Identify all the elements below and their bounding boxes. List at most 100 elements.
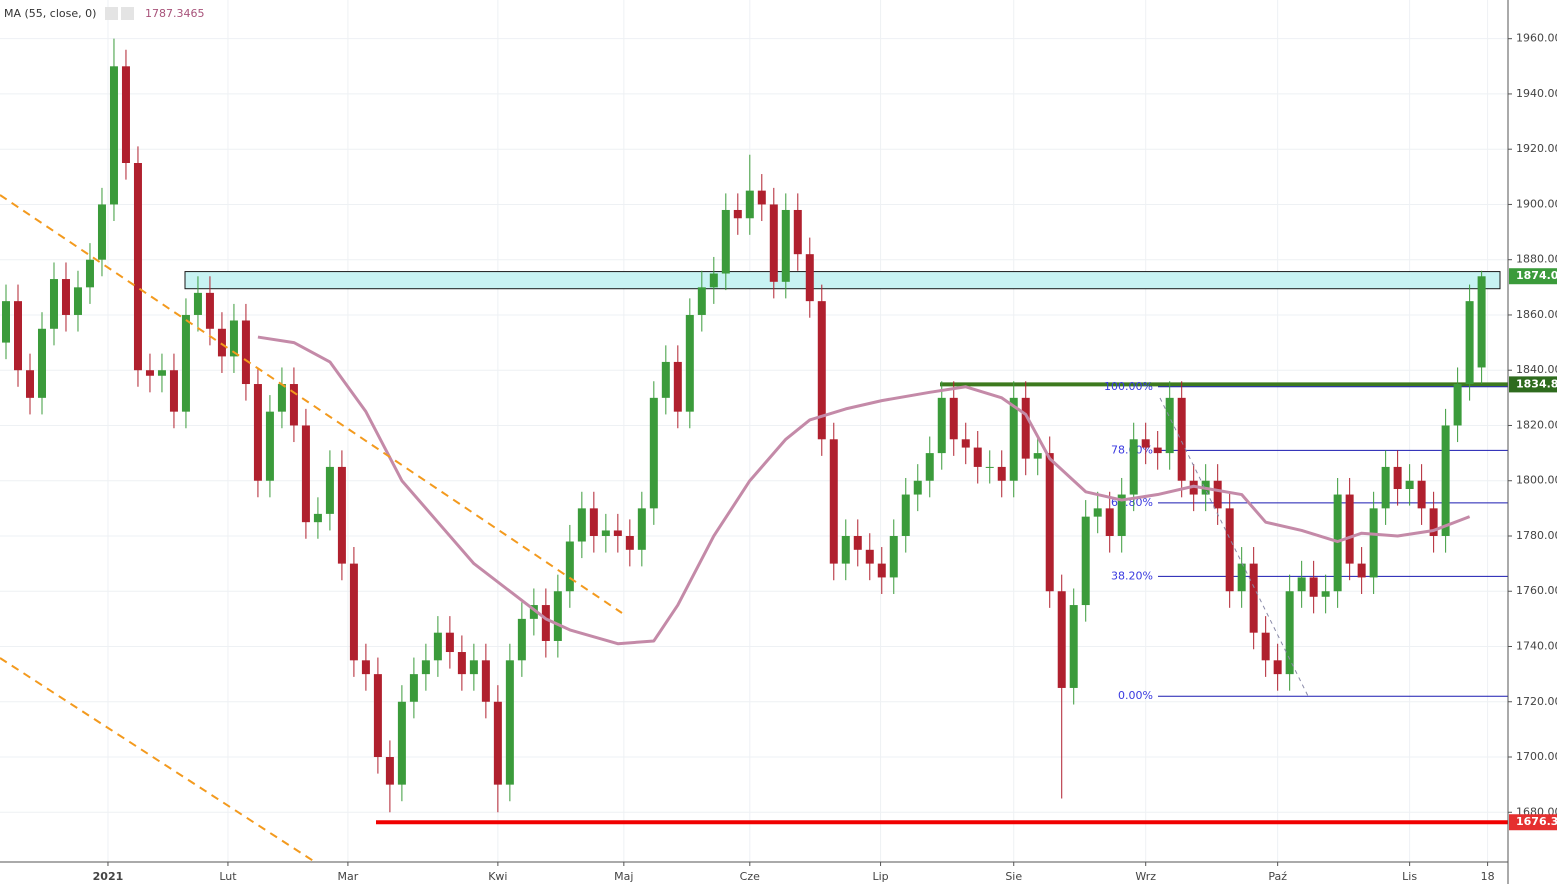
- candle-body: [1369, 508, 1378, 578]
- candle-body: [1009, 397, 1018, 481]
- candle-body: [1141, 439, 1150, 448]
- candle-body: [1021, 397, 1030, 459]
- candle-body: [181, 314, 190, 412]
- candle-body: [1117, 494, 1126, 536]
- candle-body: [1129, 439, 1138, 495]
- candle-body: [709, 273, 718, 288]
- x-tick-label: Lis: [1402, 870, 1417, 883]
- candle-body: [109, 66, 118, 205]
- candle-body: [1033, 453, 1042, 459]
- fib-label: 100.00%: [1104, 380, 1153, 393]
- candle-body: [85, 259, 94, 288]
- y-tick-label: 1880.00: [1516, 253, 1557, 266]
- candle-body: [265, 411, 274, 481]
- candle-body: [757, 190, 766, 205]
- candle-body: [433, 632, 442, 661]
- candle-body: [997, 466, 1006, 481]
- indicator-value: 1787.3465: [145, 7, 205, 20]
- y-tick-label: 1920.00: [1516, 142, 1557, 155]
- candle-body: [133, 163, 142, 371]
- candle-body: [1321, 591, 1330, 597]
- candle-body: [1405, 480, 1414, 490]
- price-tag: [1509, 268, 1557, 285]
- candle-body: [553, 591, 562, 641]
- candle-body: [1273, 660, 1282, 675]
- candle-body: [1153, 447, 1162, 454]
- candle-body: [1057, 591, 1066, 688]
- candle-body: [517, 618, 526, 661]
- candle-body: [685, 314, 694, 412]
- settings-icon[interactable]: [105, 7, 118, 20]
- candle-body: [289, 384, 298, 426]
- candle-body: [913, 480, 922, 495]
- candle-body: [805, 254, 814, 302]
- y-tick-label: 1800.00: [1516, 474, 1557, 487]
- close-icon[interactable]: [121, 7, 134, 20]
- candle-body: [409, 674, 418, 702]
- candle-body: [661, 361, 670, 398]
- y-tick-label: 1840.00: [1516, 363, 1557, 376]
- resistance-zone: [184, 271, 1501, 290]
- candle-body: [529, 605, 538, 619]
- candle-body: [481, 660, 490, 702]
- candle-body: [205, 292, 214, 329]
- candle-body: [313, 513, 322, 523]
- x-tick-label: Maj: [614, 870, 633, 883]
- x-tick-label: Wrz: [1135, 870, 1156, 883]
- x-tick-label: Lut: [219, 870, 237, 883]
- candle-body: [961, 439, 970, 448]
- fib-label: 0.00%: [1118, 689, 1153, 702]
- candle-body: [1045, 453, 1054, 592]
- price-tag-label: 1676.39: [1516, 815, 1557, 828]
- candle-body: [925, 453, 934, 481]
- candle-body: [1177, 397, 1186, 481]
- candle-body: [1093, 508, 1102, 517]
- candle-body: [829, 439, 838, 564]
- y-tick-label: 1780.00: [1516, 529, 1557, 542]
- candle-body: [61, 279, 70, 315]
- candle-body: [73, 287, 82, 315]
- candle-body: [157, 370, 166, 376]
- candle-body: [229, 320, 238, 357]
- candle-body: [277, 384, 286, 412]
- price-tag-label: 1874.02: [1516, 269, 1557, 282]
- candle-body: [49, 279, 58, 329]
- x-tick-label: Lip: [872, 870, 888, 883]
- candle-body: [97, 204, 106, 260]
- x-tick-label: 2021: [93, 870, 124, 883]
- x-tick-label: Mar: [338, 870, 359, 883]
- candle-body: [121, 66, 130, 164]
- candle-body: [973, 447, 982, 467]
- candle-body: [1261, 632, 1270, 661]
- candle-body: [1105, 508, 1114, 536]
- x-tick-label: Kwi: [488, 870, 507, 883]
- y-tick-label: 1700.00: [1516, 750, 1557, 763]
- candle-body: [577, 508, 586, 542]
- x-tick-label: Sie: [1005, 870, 1022, 883]
- candle-body: [385, 757, 394, 785]
- candle-body: [1285, 591, 1294, 675]
- candle-body: [397, 701, 406, 785]
- candle-body: [589, 508, 598, 536]
- candle-body: [1357, 563, 1366, 578]
- candle-body: [1417, 480, 1426, 509]
- candle-body: [601, 530, 610, 536]
- candle-body: [541, 605, 550, 641]
- candle-body: [1069, 605, 1078, 688]
- candle-body: [325, 466, 334, 514]
- fib-label: 38.20%: [1111, 569, 1153, 582]
- candle-body: [1237, 563, 1246, 592]
- candle-body: [721, 209, 730, 274]
- y-tick-label: 1760.00: [1516, 584, 1557, 597]
- x-tick-label: 18: [1481, 870, 1495, 883]
- x-tick-label: Paź: [1268, 870, 1287, 883]
- candle-body: [865, 549, 874, 564]
- candle-body: [469, 660, 478, 675]
- trend-line: [0, 657, 316, 863]
- candle-body: [733, 209, 742, 219]
- candle-body: [1345, 494, 1354, 564]
- candle-body: [505, 660, 514, 785]
- candle-body: [1, 301, 10, 343]
- candle-body: [37, 328, 46, 398]
- candle-body: [1249, 563, 1258, 633]
